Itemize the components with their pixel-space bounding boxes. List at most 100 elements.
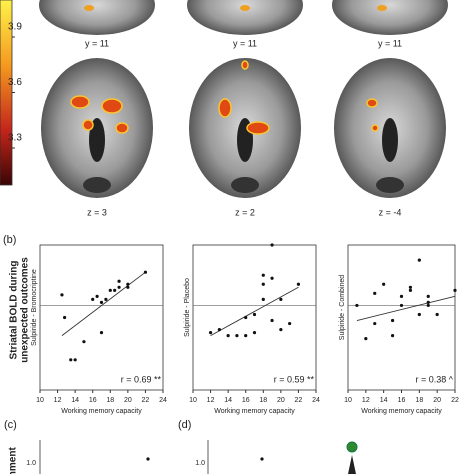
point <box>364 337 368 341</box>
point <box>95 294 99 298</box>
x-label: Working memory capacity <box>61 408 142 415</box>
y-label: Sulpiride - Placebo <box>184 278 191 337</box>
x-tick-label: 18 <box>106 397 114 404</box>
point <box>270 318 274 323</box>
activation <box>240 5 250 11</box>
point <box>261 273 265 277</box>
x-tick-label: 22 <box>142 397 150 404</box>
point <box>382 282 386 286</box>
point <box>126 285 130 289</box>
slice-label: y = 11 <box>85 38 109 48</box>
x-label: Working memory capacity <box>361 408 442 415</box>
y-label: Sulpiride - Bromocriptine <box>31 269 38 346</box>
x-tick-label: 12 <box>362 397 370 404</box>
coronal-slice <box>39 0 155 35</box>
x-tick-label: 16 <box>398 397 406 404</box>
plot-frame <box>192 244 317 391</box>
slice-label: z = -4 <box>379 207 402 217</box>
plot-frame <box>347 244 456 391</box>
point <box>426 303 430 308</box>
point <box>417 258 421 262</box>
point <box>390 318 395 323</box>
point <box>417 312 421 317</box>
point <box>408 288 413 292</box>
x-tick-label: 18 <box>259 397 267 404</box>
activation <box>101 98 123 114</box>
point <box>373 321 377 326</box>
activation <box>115 122 129 134</box>
point <box>63 315 67 320</box>
panel-label: (d) <box>178 419 191 431</box>
point <box>399 303 404 308</box>
point <box>60 293 64 297</box>
point <box>435 312 439 317</box>
activation <box>218 98 232 118</box>
x-tick-label: 24 <box>312 397 320 404</box>
annotation: r = 0.69 ** <box>121 374 162 384</box>
coronal-slice <box>187 0 303 35</box>
x-tick-label: 22 <box>451 397 459 404</box>
point <box>73 358 77 362</box>
panel-label: (c) <box>4 419 17 431</box>
point <box>373 291 377 295</box>
point <box>146 457 150 461</box>
point <box>143 270 148 274</box>
point <box>82 340 86 344</box>
slice-label: z = 3 <box>87 207 107 217</box>
point <box>217 327 221 332</box>
plot-frame <box>39 244 164 391</box>
activation <box>371 124 379 132</box>
slice-label: y = 11 <box>233 38 257 48</box>
fit-line <box>61 271 146 336</box>
point <box>226 334 230 338</box>
activation <box>70 95 90 109</box>
x-tick-label: 22 <box>295 397 303 404</box>
point <box>270 276 274 280</box>
x-tick-label: 14 <box>71 397 79 404</box>
x-tick-label: 24 <box>159 397 167 404</box>
point <box>296 282 301 286</box>
x-tick-label: 12 <box>207 397 215 404</box>
x-tick-label: 10 <box>189 397 197 404</box>
point <box>261 282 265 286</box>
x-tick-label: 14 <box>224 397 232 404</box>
ventricle <box>231 177 259 193</box>
point <box>261 297 265 301</box>
point <box>113 288 117 292</box>
activation <box>246 121 270 135</box>
point <box>126 282 130 286</box>
point <box>426 300 430 304</box>
x-tick-label: 10 <box>344 397 352 404</box>
ventricle <box>376 177 404 193</box>
slice-label: z = 2 <box>235 207 255 217</box>
x-tick-label: 12 <box>54 397 62 404</box>
marker-icon <box>346 441 358 453</box>
annotation: r = 0.38 ^ <box>416 374 454 384</box>
brain-images: y = 11 z = 3 y = 11 z = 2 y = 11 z = -4 <box>39 0 448 217</box>
ventricle <box>89 118 105 162</box>
y-tick-label: 1.0 <box>26 460 36 467</box>
point <box>355 303 359 308</box>
y-label-line: Striatal BOLD during <box>9 261 20 360</box>
point <box>390 334 395 338</box>
point <box>69 358 73 362</box>
fit-line <box>210 286 299 337</box>
colorbar-tick-label: 3.3 <box>8 133 22 144</box>
activation <box>84 5 94 11</box>
x-tick-label: 10 <box>36 397 44 404</box>
annotation: r = 0.59 ** <box>274 374 315 384</box>
y-label-line: unexpected outcomes <box>20 257 31 363</box>
point <box>117 285 121 289</box>
point <box>99 300 104 304</box>
point <box>408 285 413 289</box>
y-label: Sulpiride - Combined <box>339 275 346 340</box>
point <box>244 315 248 320</box>
ventricle <box>382 118 398 162</box>
point <box>279 297 283 301</box>
point <box>270 243 274 247</box>
point <box>208 331 213 335</box>
x-label: Working memory capacity <box>214 408 295 415</box>
x-tick-label: 20 <box>124 397 132 404</box>
